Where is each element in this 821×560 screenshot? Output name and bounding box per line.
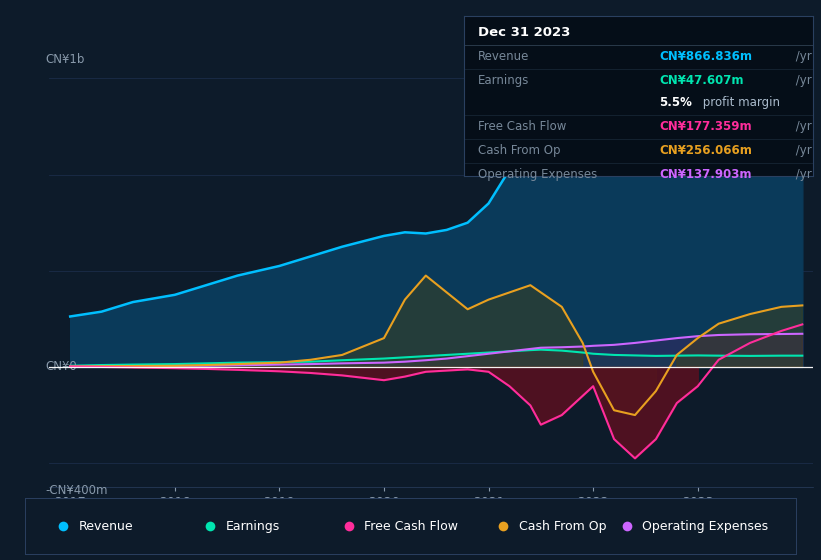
Text: Operating Expenses: Operating Expenses xyxy=(478,168,597,181)
Text: Cash From Op: Cash From Op xyxy=(478,144,560,157)
Text: profit margin: profit margin xyxy=(699,96,781,109)
Text: CN¥256.066m: CN¥256.066m xyxy=(659,144,752,157)
Text: Free Cash Flow: Free Cash Flow xyxy=(365,520,458,533)
Text: CN¥177.359m: CN¥177.359m xyxy=(659,120,752,133)
Text: CN¥0: CN¥0 xyxy=(45,361,77,374)
Text: Dec 31 2023: Dec 31 2023 xyxy=(478,26,571,39)
Text: CN¥1b: CN¥1b xyxy=(45,53,85,66)
Text: /yr: /yr xyxy=(791,50,812,63)
Text: 5.5%: 5.5% xyxy=(659,96,692,109)
Text: -CN¥400m: -CN¥400m xyxy=(45,484,108,497)
Text: /yr: /yr xyxy=(791,120,812,133)
Text: /yr: /yr xyxy=(791,74,812,87)
Text: CN¥866.836m: CN¥866.836m xyxy=(659,50,752,63)
Text: Earnings: Earnings xyxy=(225,520,279,533)
Text: CN¥137.903m: CN¥137.903m xyxy=(659,168,752,181)
Text: Operating Expenses: Operating Expenses xyxy=(642,520,768,533)
Text: CN¥47.607m: CN¥47.607m xyxy=(659,74,744,87)
Text: /yr: /yr xyxy=(791,144,812,157)
Text: Earnings: Earnings xyxy=(478,74,530,87)
Text: /yr: /yr xyxy=(791,168,812,181)
Text: Cash From Op: Cash From Op xyxy=(519,520,606,533)
Text: Revenue: Revenue xyxy=(79,520,133,533)
Text: Revenue: Revenue xyxy=(478,50,530,63)
Text: Free Cash Flow: Free Cash Flow xyxy=(478,120,566,133)
